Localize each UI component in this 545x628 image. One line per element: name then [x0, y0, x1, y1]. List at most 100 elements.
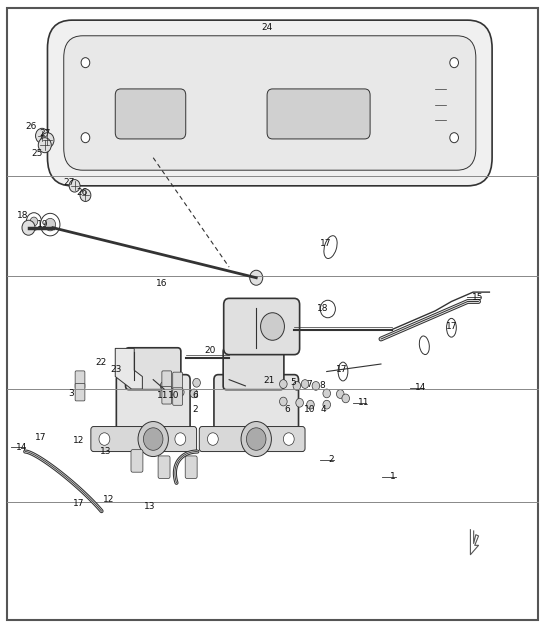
Text: 4: 4 [320, 405, 326, 414]
Circle shape [81, 133, 90, 143]
FancyBboxPatch shape [131, 450, 143, 472]
Circle shape [175, 433, 186, 445]
Text: 1: 1 [390, 472, 396, 481]
Text: 27: 27 [63, 178, 75, 187]
Text: 14: 14 [415, 383, 426, 392]
Text: 17: 17 [73, 499, 84, 508]
Circle shape [301, 380, 309, 388]
FancyBboxPatch shape [116, 375, 190, 441]
Circle shape [320, 300, 335, 318]
Text: 17: 17 [35, 433, 47, 442]
Circle shape [241, 421, 271, 457]
Text: 12: 12 [103, 495, 114, 504]
Circle shape [166, 387, 173, 396]
Ellipse shape [338, 362, 348, 381]
Circle shape [208, 433, 219, 445]
FancyBboxPatch shape [47, 20, 492, 186]
FancyBboxPatch shape [185, 456, 197, 479]
Text: 26: 26 [76, 188, 87, 197]
Text: 18: 18 [317, 305, 328, 313]
FancyBboxPatch shape [115, 89, 186, 139]
Circle shape [323, 400, 330, 409]
Text: 27: 27 [39, 129, 51, 138]
FancyBboxPatch shape [162, 371, 172, 388]
Text: 10: 10 [304, 405, 315, 414]
Text: 22: 22 [95, 358, 106, 367]
Circle shape [307, 400, 314, 409]
Circle shape [81, 58, 90, 68]
Circle shape [69, 180, 80, 192]
Circle shape [296, 398, 304, 407]
Ellipse shape [324, 236, 337, 259]
Circle shape [35, 128, 49, 143]
Text: 2: 2 [193, 405, 198, 414]
Text: 24: 24 [262, 23, 272, 32]
FancyBboxPatch shape [173, 387, 183, 405]
Circle shape [143, 428, 163, 450]
Circle shape [293, 382, 301, 390]
Text: 8: 8 [319, 381, 325, 391]
Circle shape [99, 433, 110, 445]
Text: 7: 7 [306, 380, 312, 389]
Text: 21: 21 [263, 376, 274, 386]
Circle shape [280, 397, 287, 406]
Circle shape [80, 189, 91, 202]
Circle shape [450, 133, 458, 143]
Text: 10: 10 [168, 391, 179, 400]
Text: 17: 17 [320, 239, 331, 249]
Circle shape [450, 58, 458, 68]
Text: 17: 17 [446, 322, 457, 331]
Text: 6: 6 [192, 391, 198, 400]
Circle shape [41, 133, 54, 148]
FancyBboxPatch shape [199, 426, 305, 452]
FancyBboxPatch shape [173, 372, 183, 389]
FancyBboxPatch shape [64, 36, 476, 170]
Text: 14: 14 [16, 443, 28, 452]
Polygon shape [115, 349, 142, 389]
Text: 13: 13 [100, 447, 111, 456]
Text: 16: 16 [155, 279, 167, 288]
Ellipse shape [446, 318, 456, 337]
Circle shape [45, 219, 56, 231]
Circle shape [22, 220, 35, 236]
Circle shape [280, 380, 287, 388]
Circle shape [138, 421, 168, 457]
Circle shape [283, 433, 294, 445]
Text: 11: 11 [358, 398, 370, 408]
FancyBboxPatch shape [223, 348, 284, 389]
FancyBboxPatch shape [267, 89, 370, 139]
Ellipse shape [419, 336, 429, 355]
Text: 17: 17 [336, 364, 347, 374]
FancyBboxPatch shape [125, 348, 181, 389]
Circle shape [336, 389, 344, 398]
Text: 18: 18 [17, 212, 29, 220]
Circle shape [246, 428, 266, 450]
Circle shape [40, 214, 60, 236]
FancyBboxPatch shape [75, 371, 85, 388]
Circle shape [323, 389, 330, 398]
Text: 5: 5 [290, 378, 296, 387]
Text: 20: 20 [204, 346, 216, 355]
Circle shape [190, 389, 198, 398]
Circle shape [30, 217, 38, 226]
FancyBboxPatch shape [214, 375, 299, 441]
Text: 13: 13 [144, 502, 155, 511]
Text: 11: 11 [157, 391, 169, 400]
Text: 19: 19 [38, 220, 49, 229]
Circle shape [177, 387, 184, 396]
Circle shape [312, 382, 320, 390]
Circle shape [342, 394, 349, 403]
Text: 6: 6 [284, 405, 290, 414]
Circle shape [250, 270, 263, 285]
Text: 2: 2 [328, 455, 334, 464]
FancyBboxPatch shape [223, 298, 300, 355]
FancyBboxPatch shape [75, 384, 85, 401]
Circle shape [160, 382, 168, 390]
Text: 12: 12 [72, 436, 84, 445]
Circle shape [26, 213, 41, 230]
Text: 3: 3 [68, 389, 74, 398]
Text: 25: 25 [31, 149, 43, 158]
FancyBboxPatch shape [158, 456, 170, 479]
Circle shape [193, 379, 201, 387]
Circle shape [38, 138, 51, 153]
